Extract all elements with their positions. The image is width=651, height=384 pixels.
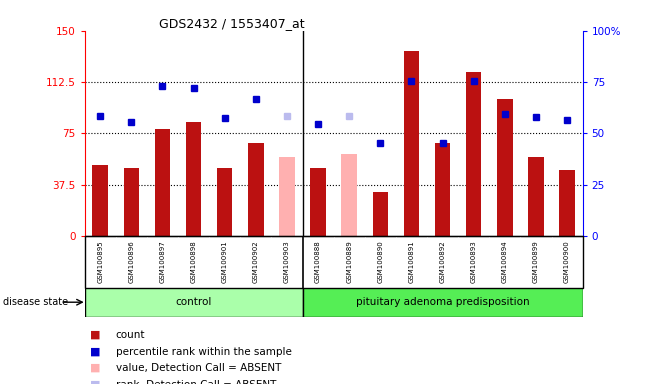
- Bar: [341, 154, 357, 236]
- Text: count: count: [116, 330, 145, 340]
- Bar: [124, 168, 139, 236]
- Text: GSM100894: GSM100894: [502, 240, 508, 283]
- Text: control: control: [175, 297, 212, 308]
- Text: GSM100901: GSM100901: [222, 240, 228, 283]
- Text: GSM100890: GSM100890: [378, 240, 383, 283]
- Text: ■: ■: [90, 330, 101, 340]
- Bar: [217, 168, 232, 236]
- Text: GSM100895: GSM100895: [97, 240, 104, 283]
- Bar: [528, 157, 544, 236]
- Text: GSM100898: GSM100898: [191, 240, 197, 283]
- Bar: [372, 192, 388, 236]
- Bar: [248, 143, 264, 236]
- Bar: [92, 165, 108, 236]
- Text: GSM100903: GSM100903: [284, 240, 290, 283]
- Text: ■: ■: [90, 363, 101, 373]
- Text: ■: ■: [90, 346, 101, 356]
- Bar: [303, 288, 583, 317]
- Text: disease state: disease state: [3, 297, 68, 307]
- Bar: [311, 168, 326, 236]
- Text: GSM100891: GSM100891: [408, 240, 415, 283]
- Text: rank, Detection Call = ABSENT: rank, Detection Call = ABSENT: [116, 380, 276, 384]
- Text: GSM100896: GSM100896: [128, 240, 134, 283]
- Text: ■: ■: [90, 380, 101, 384]
- Text: percentile rank within the sample: percentile rank within the sample: [116, 346, 292, 356]
- Text: GDS2432 / 1553407_at: GDS2432 / 1553407_at: [159, 17, 305, 30]
- Bar: [85, 288, 303, 317]
- Text: GSM100889: GSM100889: [346, 240, 352, 283]
- Text: GSM100893: GSM100893: [471, 240, 477, 283]
- Text: GSM100897: GSM100897: [159, 240, 165, 283]
- Text: GSM100899: GSM100899: [533, 240, 539, 283]
- Text: value, Detection Call = ABSENT: value, Detection Call = ABSENT: [116, 363, 281, 373]
- Bar: [155, 129, 170, 236]
- Text: GSM100900: GSM100900: [564, 240, 570, 283]
- Bar: [435, 143, 450, 236]
- Bar: [559, 170, 575, 236]
- Bar: [497, 99, 512, 236]
- Text: pituitary adenoma predisposition: pituitary adenoma predisposition: [355, 297, 529, 308]
- Bar: [186, 122, 201, 236]
- Text: GSM100902: GSM100902: [253, 240, 259, 283]
- Text: GSM100888: GSM100888: [315, 240, 321, 283]
- Bar: [466, 72, 482, 236]
- Bar: [279, 157, 295, 236]
- Bar: [404, 51, 419, 236]
- Text: GSM100892: GSM100892: [439, 240, 445, 283]
